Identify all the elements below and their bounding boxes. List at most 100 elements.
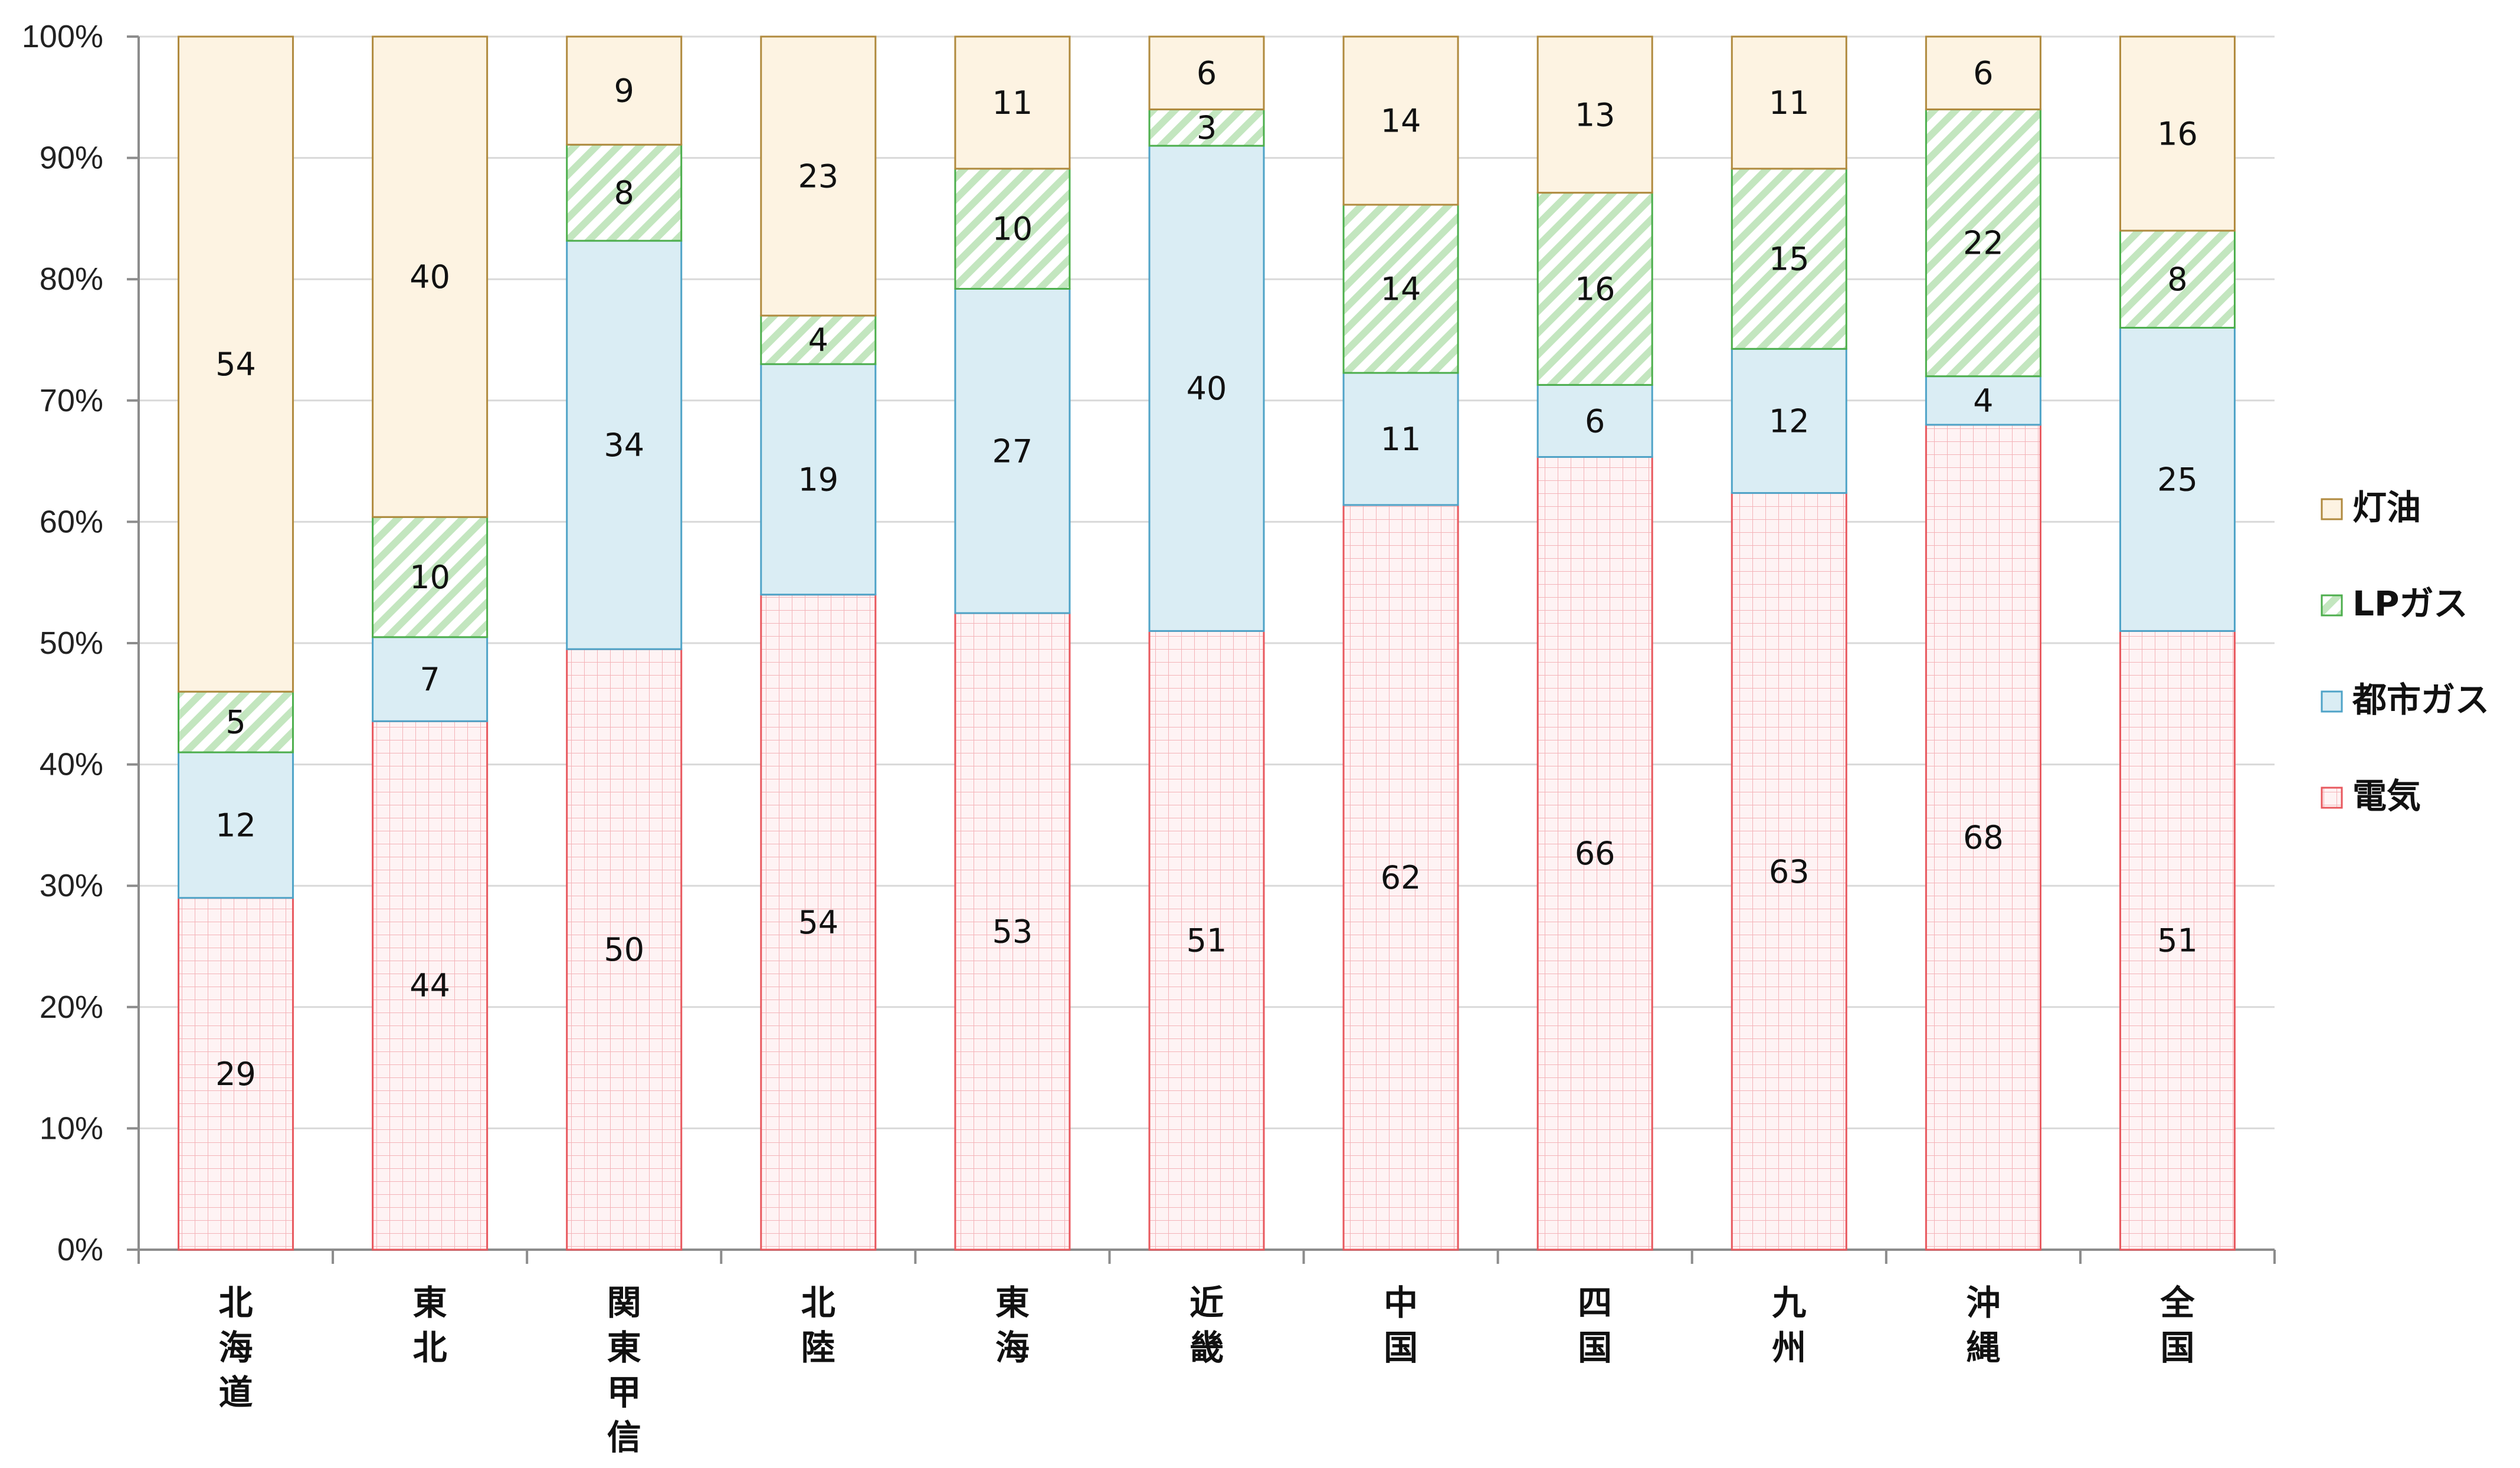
bar-segment [760,314,877,365]
data-label: 6 [1585,402,1605,440]
bar-segment [1342,204,1459,374]
bar-segment [1731,348,1847,494]
data-label: 7 [420,661,440,698]
data-label: 29 [215,1056,256,1093]
y-tick-label: 60% [40,504,103,539]
legend-label: 都市ガス [2352,680,2489,720]
y-tick-label: 30% [40,868,103,903]
bar-segment [760,363,877,596]
data-label: 9 [614,73,634,110]
data-label: 27 [992,432,1033,470]
bar-segment [1536,192,1653,386]
legend-label: 電気 [2352,776,2421,816]
x-category-label: 東 [995,1283,1030,1323]
bar-segment [178,897,294,1251]
bar-segment [566,648,683,1251]
data-label: 19 [798,461,838,498]
x-category-label: 畿 [1189,1328,1224,1368]
bar-segment [1925,108,2041,378]
x-category-label: 四 [1578,1283,1612,1323]
data-label: 12 [1769,402,1810,440]
data-label: 25 [2157,461,2198,498]
data-label: 16 [1575,270,1615,307]
bar-segment [1731,35,1847,170]
data-label: 40 [409,258,450,296]
bar-segment [372,35,489,518]
data-label: 51 [1187,922,1227,959]
bar-segment [1148,35,1265,110]
data-label: 66 [1575,835,1615,872]
x-category-label: 道 [219,1372,253,1413]
data-label: 14 [1381,270,1421,307]
legend-label: LPガス [2352,584,2467,624]
bars [178,35,2236,1251]
data-label: 8 [2167,261,2187,298]
bar-segment [760,35,877,317]
data-label: 11 [992,84,1033,122]
x-category-label: 国 [1384,1328,1418,1368]
axes: 0%10%20%30%40%50%60%70%80%90%100%北海道東北関東… [22,19,2276,1457]
data-label: 6 [1197,55,1217,92]
data-label: 53 [992,913,1033,951]
y-tick-label: 40% [40,747,103,782]
data-label: 23 [798,158,838,195]
data-label: 15 [1769,241,1810,278]
bar-segment [1342,372,1459,506]
data-label: 12 [215,807,256,844]
y-tick-label: 0% [57,1232,103,1267]
bar-segment [1925,35,2041,110]
bar-segment [1925,424,2041,1251]
legend-label: 灯油 [2352,487,2421,527]
x-category-label: 海 [219,1328,253,1368]
x-category-label: 国 [1578,1328,1612,1368]
data-label: 14 [1381,102,1421,139]
bar-segment [372,720,489,1251]
bar-segment [1536,456,1653,1251]
data-label: 22 [1963,225,2004,262]
legend-swatch [2321,787,2343,809]
x-category-label: 陸 [801,1328,835,1368]
y-tick-label: 70% [40,383,103,418]
x-category-label: 全 [2159,1283,2195,1323]
x-category-label: 海 [995,1328,1030,1368]
data-label: 44 [409,967,450,1004]
x-category-label: 九 [1772,1283,1806,1323]
data-label: 13 [1575,96,1615,133]
bar-segment [1536,35,1653,194]
data-label: 3 [1197,109,1217,146]
x-category-label: 国 [2160,1328,2194,1368]
data-label: 62 [1381,859,1421,896]
data-label: 10 [409,559,450,596]
data-label: 10 [992,211,1033,248]
bar-segment [566,35,683,146]
data-label: 16 [2157,115,2198,152]
y-tick-label: 50% [40,625,103,661]
data-label: 4 [1973,382,1993,420]
x-category-label: 沖 [1966,1283,2000,1323]
y-tick-label: 80% [40,261,103,297]
bar-segment [1731,168,1847,350]
x-category-label: 東 [413,1283,447,1323]
bar-segment [1148,630,1265,1251]
bar-segment [2119,35,2236,232]
data-labels: 2912554447104050348954194235327101151403… [215,55,2198,1093]
bar-segment [178,690,294,753]
bar-segment [954,612,1071,1251]
data-label: 51 [2157,922,2198,959]
data-label: 54 [798,904,838,941]
data-label: 50 [604,931,644,968]
x-category-label: 中 [1384,1283,1418,1323]
y-tick-label: 90% [40,140,103,176]
data-label: 40 [1187,370,1227,407]
bar-segment [178,35,294,693]
data-label: 5 [225,704,245,741]
data-label: 11 [1381,421,1421,458]
bar-segment [1342,504,1459,1251]
bar-segment [2119,230,2236,329]
x-category-label: 縄 [1966,1328,2000,1368]
x-category-label: 関 [607,1283,641,1323]
data-label: 34 [604,427,644,464]
bar-segment [372,516,489,638]
